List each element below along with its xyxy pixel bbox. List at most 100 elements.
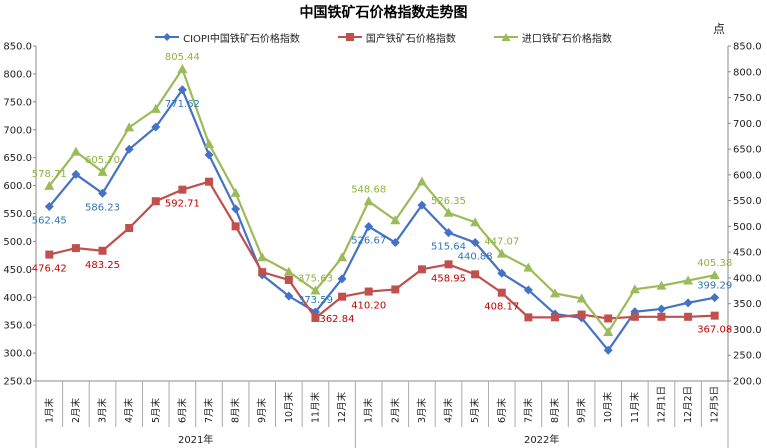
right-axis-unit-label: 点 [713,22,726,36]
data-point-imported [576,293,587,303]
legend: CIOPI中国铁矿石价格指数 国产铁矿石价格指数 进口铁矿石价格指数 [0,28,767,46]
x-tick-label: 8月末 [549,397,561,423]
data-point-ciopi [470,238,480,248]
right-y-tick-label: 650.0 [733,145,762,156]
x-tick-label: 11月末 [629,391,641,423]
data-label-imported: 578.71 [32,169,67,180]
data-point-domestic [471,270,480,279]
data-point-imported [283,266,294,276]
data-point-ciopi [284,291,294,301]
right-y-tick-label: 400.0 [733,273,762,284]
left-y-tick-label: 850.0 [3,42,32,53]
year-group-label: 2021年 [178,433,213,446]
legend-label-imported: 进口铁矿石价格指数 [521,33,612,45]
data-point-imported [416,176,427,186]
legend-item-ciopi: CIOPI中国铁矿石价格指数 [155,28,300,46]
data-point-domestic [444,260,453,269]
data-point-domestic [338,292,347,301]
x-tick-label: 6月末 [176,397,188,423]
data-point-imported [230,187,241,197]
data-point-ciopi [71,169,81,179]
data-point-imported [44,180,55,190]
data-point-ciopi [177,85,187,95]
data-point-domestic [391,285,400,294]
x-tick-label: 7月末 [203,397,215,423]
data-label-imported: 405.38 [697,258,732,269]
data-point-ciopi [417,200,427,210]
legend-label-domestic: 国产铁矿石价格指数 [365,33,456,45]
left-y-tick-label: 600.0 [3,181,32,192]
data-point-imported [97,166,108,176]
data-point-imported [150,103,161,113]
data-point-imported [523,262,534,272]
x-tick-label: 9月末 [576,397,588,423]
data-point-ciopi [337,274,347,284]
left-y-tick-label: 250.0 [3,377,32,388]
data-point-ciopi [204,150,214,160]
x-tick-label: 7月末 [522,397,534,423]
data-point-ciopi [44,202,54,212]
data-label-domestic: 592.71 [165,199,200,210]
data-point-domestic [551,313,559,322]
data-point-imported [443,207,454,217]
data-point-imported [310,285,321,295]
series-line-ciopi [48,87,715,353]
data-label-domestic: 410.20 [351,301,386,312]
right-y-tick-label: 450.0 [733,248,762,259]
data-point-domestic [98,246,107,255]
x-tick-label: 11月末 [309,391,321,423]
data-point-domestic [364,287,373,296]
data-point-imported [390,215,401,225]
x-tick-label: 12月2日 [683,386,694,423]
data-point-imported [709,270,720,280]
data-point-domestic [71,244,80,253]
x-tick-label: 4月末 [123,397,135,423]
data-point-domestic [710,311,719,320]
data-label-imported: 526.35 [431,196,466,207]
left-y-tick-label: 400.0 [3,293,32,304]
x-tick-label: 5月末 [150,397,162,423]
right-y-tick-label: 200.0 [733,377,762,388]
data-point-domestic [684,312,693,321]
data-point-ciopi [151,122,161,132]
left-y-tick-label: 450.0 [3,265,32,276]
data-point-domestic [125,224,134,233]
right-y-tick-label: 750.0 [733,93,762,104]
legend-marker-square-icon [337,33,362,41]
legend-marker-triangle-icon [493,33,518,41]
left-y-tick-label: 700.0 [3,125,32,136]
data-label-imported: 447.07 [484,237,519,248]
x-tick-label: 4月末 [443,397,455,423]
data-point-imported [70,146,81,156]
x-tick-label: 1月末 [43,397,55,423]
data-label-imported: 548.68 [351,184,386,195]
data-point-imported [550,288,560,298]
data-point-domestic [45,250,54,259]
x-tick-label: 6月末 [496,397,508,423]
data-point-imported [629,284,640,294]
data-point-ciopi [710,293,720,303]
data-point-ciopi [364,222,374,232]
x-tick-label: 9月末 [256,397,268,423]
data-point-imported [204,138,214,148]
data-point-imported [177,63,188,73]
data-label-ciopi: 562.45 [32,216,67,227]
x-tick-label: 12月1日 [656,386,667,423]
data-point-domestic [311,313,320,322]
data-point-ciopi [683,298,693,308]
right-y-tick-label: 600.0 [733,170,762,181]
data-point-domestic [205,177,213,186]
chart-title: 中国铁矿石价格指数走势图 [299,5,468,21]
data-point-domestic [604,314,613,323]
data-point-ciopi [124,144,134,154]
x-tick-label: 10月末 [283,391,295,423]
right-y-tick-label: 800.0 [733,67,762,78]
left-y-tick-label: 300.0 [3,349,32,360]
legend-label-ciopi: CIOPI中国铁矿石价格指数 [183,33,300,45]
data-point-imported [124,122,135,132]
x-tick-label: 5月末 [469,397,481,423]
x-tick-label: 1月末 [363,397,375,423]
data-point-domestic [284,275,293,284]
legend-item-domestic: 国产铁矿石价格指数 [337,28,456,46]
